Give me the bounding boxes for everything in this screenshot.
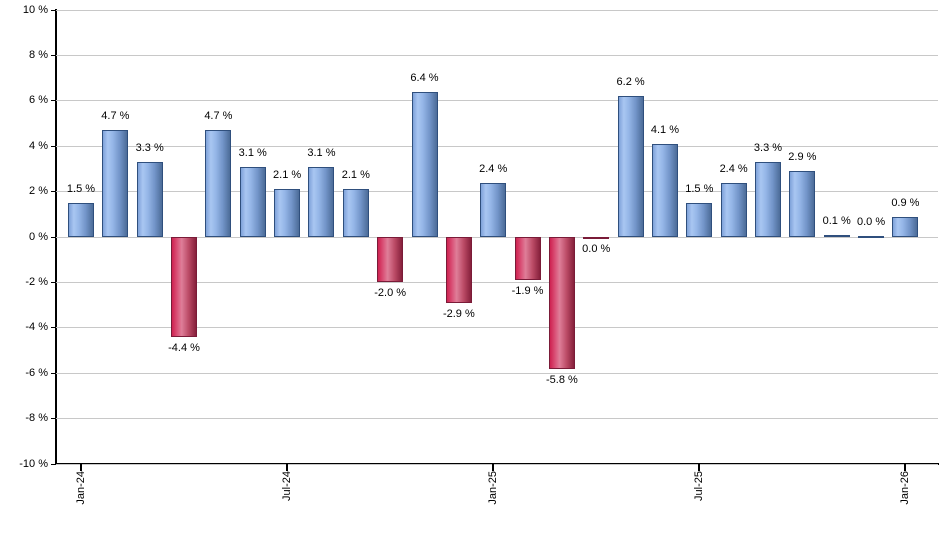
bar-value-label: 3.3 % (135, 142, 164, 155)
x-axis-label: Jan-26 (899, 471, 912, 505)
y-tick-mark (51, 145, 56, 147)
bar-value-label: -4.4 % (168, 341, 200, 354)
bar-negative (514, 237, 541, 281)
bar-value-label: 3.1 % (307, 146, 336, 159)
gridline (56, 327, 938, 329)
bar-value-label: 0.9 % (891, 196, 920, 209)
bar-positive (342, 189, 369, 237)
y-tick-mark (51, 236, 56, 238)
bar-value-label: 3.3 % (753, 142, 783, 155)
bar-negative (171, 237, 198, 337)
bar-value-label: 4.7 % (204, 110, 233, 123)
bar-value-label: 0.1 % (822, 214, 851, 227)
bar-value-label: 0.0 % (582, 243, 611, 256)
bar-positive (617, 96, 644, 237)
x-axis-label: Jan-24 (75, 471, 87, 505)
gridline (56, 100, 938, 102)
x-axis-label: Jul-24 (281, 471, 294, 501)
bar-positive (308, 166, 335, 237)
bar-value-label: 1.5 % (66, 182, 96, 195)
y-axis-label: -6 % (25, 366, 48, 379)
bar-value-label: -2.9 % (442, 307, 475, 320)
y-tick-mark (51, 9, 56, 11)
y-tick-mark (51, 100, 56, 102)
bar-positive (274, 189, 301, 237)
bar-positive (720, 182, 747, 237)
y-axis-label: -2 % (25, 275, 48, 288)
x-tick-mark (80, 464, 82, 471)
x-axis-label: Jan-25 (487, 471, 500, 505)
bar-positive (205, 130, 232, 237)
y-axis-label: -4 % (25, 321, 48, 334)
x-tick-mark (904, 464, 907, 471)
bar-value-label: -2.0 % (374, 287, 407, 300)
bar-negative (583, 237, 610, 239)
bar-positive (480, 182, 507, 237)
y-tick-mark (51, 327, 56, 329)
y-axis-label: 0 % (29, 230, 48, 243)
gridline (56, 145, 938, 147)
bar-value-label: 2.1 % (341, 169, 370, 182)
y-tick-mark (51, 281, 56, 283)
x-tick-mark (492, 464, 495, 471)
gridline (56, 9, 938, 11)
y-axis-label: 8 % (29, 48, 48, 61)
bar-positive (892, 216, 919, 237)
bar-value-label: 0.0 % (856, 215, 886, 228)
bar-positive (68, 202, 94, 237)
bar-value-label: 4.1 % (650, 123, 679, 136)
bar-value-label: -5.8 % (545, 373, 578, 386)
x-tick-mark (698, 464, 701, 471)
bar-negative (377, 237, 404, 283)
bar-positive (239, 166, 266, 237)
bar-value-label: 4.7 % (101, 110, 130, 123)
y-tick-mark (51, 372, 56, 374)
bar-positive (411, 91, 438, 237)
bar-positive (102, 130, 129, 237)
y-axis-label: -10 % (19, 457, 48, 470)
bar-positive (789, 171, 816, 237)
bar-value-label: 2.1 % (273, 169, 302, 182)
y-tick-mark (51, 463, 56, 465)
bar-value-label: -1.9 % (511, 285, 544, 298)
bar-value-label: 2.4 % (719, 162, 748, 175)
bar-positive (858, 235, 885, 238)
bar-positive (755, 162, 781, 237)
x-tick-mark (286, 464, 289, 471)
bar-value-label: 1.5 % (685, 182, 714, 195)
bar-positive (823, 234, 850, 237)
y-tick-mark (51, 191, 56, 193)
y-axis-label: 2 % (29, 185, 48, 198)
y-axis-label: -8 % (25, 412, 48, 425)
y-tick-mark (51, 54, 56, 56)
bar-value-label: 6.4 % (410, 71, 439, 84)
bar-value-label: 3.1 % (238, 146, 267, 159)
gridline (56, 281, 938, 283)
bar-value-label: 6.2 % (616, 76, 645, 89)
gridline (56, 463, 938, 465)
y-axis-label: 10 % (22, 3, 48, 16)
gridline (56, 236, 938, 238)
y-axis-label: 4 % (29, 139, 48, 152)
y-axis-label: 6 % (29, 94, 48, 107)
y-tick-mark (51, 418, 56, 420)
bar-positive (136, 162, 163, 237)
gridline (56, 372, 938, 374)
gridline (56, 54, 938, 56)
bar-positive (686, 202, 713, 237)
bar-negative (445, 237, 472, 303)
bar-negative (548, 237, 575, 369)
bar-value-label: 2.9 % (788, 151, 817, 164)
bar-positive (651, 143, 678, 237)
x-axis-label: Jul-25 (693, 471, 706, 501)
gridline (56, 418, 938, 420)
bar-value-label: 2.4 % (479, 162, 508, 175)
